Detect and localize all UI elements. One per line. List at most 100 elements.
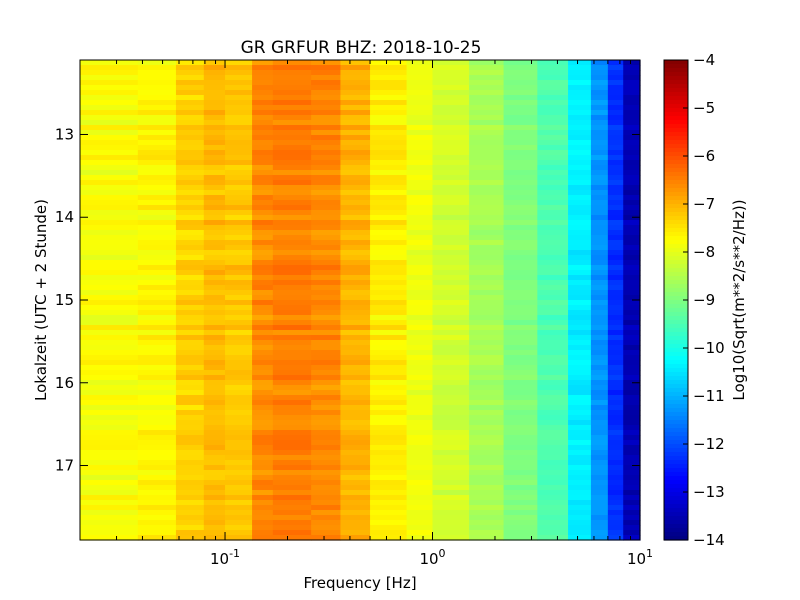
colorbar-segment [664, 160, 688, 165]
heatmap-cell [137, 385, 177, 391]
heatmap-cell [340, 180, 371, 186]
heatmap-cell [252, 105, 274, 111]
heatmap-cell [252, 140, 274, 146]
heatmap-cell [590, 515, 609, 521]
heatmap-cell [225, 200, 253, 206]
heatmap-cell [175, 415, 205, 421]
heatmap-cell [203, 220, 226, 226]
heatmap-cell [311, 465, 342, 471]
heatmap-cell [175, 90, 205, 96]
heatmap-cell [137, 140, 177, 146]
heatmap-cell [80, 320, 139, 326]
heatmap-cell [503, 535, 538, 541]
heatmap-cell [469, 285, 505, 291]
heatmap-cell [203, 480, 226, 486]
heatmap-cell [568, 335, 592, 341]
heatmap-cell [607, 515, 624, 521]
heatmap-cell [137, 70, 177, 76]
heatmap-cell [432, 225, 470, 231]
heatmap-cell [370, 155, 408, 161]
heatmap-cell [272, 125, 312, 131]
heatmap-cell [590, 275, 609, 281]
heatmap-cell [432, 500, 470, 506]
heatmap-cell [311, 300, 342, 306]
heatmap-cell [537, 250, 569, 256]
heatmap-cell [370, 310, 408, 316]
heatmap-cell [590, 70, 609, 76]
heatmap-cell [252, 375, 274, 381]
heatmap-cell [137, 500, 177, 506]
heatmap-cell [175, 285, 205, 291]
heatmap-cell [175, 375, 205, 381]
heatmap-cell [537, 165, 569, 171]
heatmap-cell [203, 125, 226, 131]
heatmap-cell [432, 320, 470, 326]
heatmap-cell [432, 400, 470, 406]
heatmap-cell [432, 245, 470, 251]
heatmap-cell [537, 530, 569, 536]
heatmap-cell [203, 495, 226, 501]
heatmap-cell [137, 355, 177, 361]
heatmap-cell [225, 495, 253, 501]
heatmap-cell [469, 125, 505, 131]
heatmap-cell [225, 90, 253, 96]
heatmap-cell [252, 265, 274, 271]
colorbar-segment [664, 256, 688, 261]
heatmap-cell [80, 500, 139, 506]
heatmap-cell [607, 85, 624, 91]
heatmap-cell [137, 80, 177, 86]
heatmap-cell [537, 415, 569, 421]
heatmap-cell [607, 460, 624, 466]
colorbar-segment [664, 312, 688, 317]
heatmap-cell [203, 455, 226, 461]
heatmap-cell [80, 310, 139, 316]
heatmap-cell [370, 220, 408, 226]
heatmap-cell [80, 300, 139, 306]
heatmap-cell [607, 155, 624, 161]
heatmap-cell [568, 340, 592, 346]
heatmap-cell [203, 100, 226, 106]
heatmap-cell [272, 135, 312, 141]
heatmap-cell [203, 280, 226, 286]
heatmap-cell [175, 525, 205, 531]
colorbar-segment [664, 196, 688, 201]
heatmap-cell [252, 115, 274, 121]
heatmap-cell [503, 145, 538, 151]
heatmap-cell [340, 65, 371, 71]
heatmap-cell [225, 285, 253, 291]
heatmap-cell [406, 530, 434, 536]
heatmap-cell [590, 345, 609, 351]
heatmap-cell [175, 490, 205, 496]
heatmap-cell [568, 325, 592, 331]
heatmap-cell [80, 130, 139, 136]
heatmap-cell [568, 515, 592, 521]
heatmap-cell [568, 310, 592, 316]
heatmap-cell [537, 390, 569, 396]
heatmap-cell [252, 405, 274, 411]
heatmap-cell [272, 410, 312, 416]
heatmap-cell [80, 325, 139, 331]
heatmap-cell [590, 245, 609, 251]
colorbar-segment [664, 500, 688, 505]
heatmap-cell [225, 305, 253, 311]
heatmap-cell [340, 350, 371, 356]
heatmap-cell [469, 230, 505, 236]
heatmap-cell [370, 515, 408, 521]
heatmap-cell [607, 230, 624, 236]
colorbar-segment [664, 192, 688, 197]
heatmap-cell [203, 395, 226, 401]
heatmap-cell [175, 355, 205, 361]
heatmap-cell [590, 525, 609, 531]
heatmap-cell [432, 75, 470, 81]
heatmap-cell [469, 325, 505, 331]
colorbar-segment [664, 352, 688, 357]
heatmap-cell [340, 515, 371, 521]
colorbar-segment [664, 516, 688, 521]
heatmap-cell [590, 170, 609, 176]
heatmap-cell [252, 495, 274, 501]
heatmap-cell [590, 110, 609, 116]
heatmap-cell [432, 125, 470, 131]
heatmap-cell [311, 510, 342, 516]
heatmap-cell [623, 315, 641, 321]
heatmap-cell [80, 460, 139, 466]
